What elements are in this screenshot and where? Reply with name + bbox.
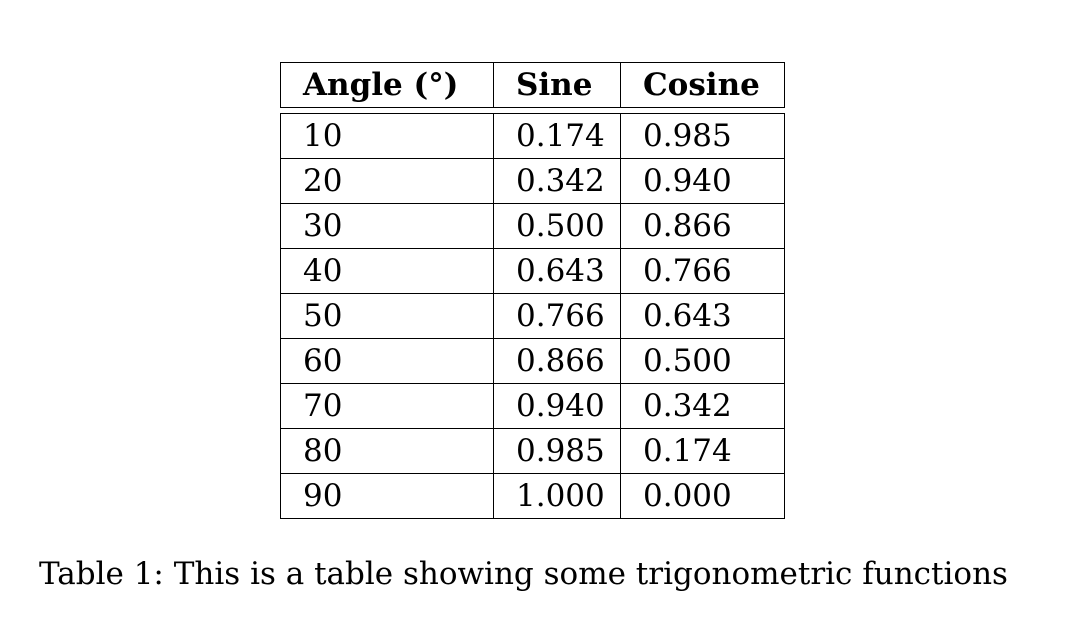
table-row: 70 0.940 0.342	[280, 384, 785, 429]
cell-angle: 20	[280, 159, 493, 204]
cell-sine: 0.940	[493, 384, 620, 429]
cell-angle: 60	[280, 339, 493, 384]
table-row: 40 0.643 0.766	[280, 249, 785, 294]
table-header-row: Angle (°) Sine Cosine	[280, 62, 785, 108]
cell-angle: 40	[280, 249, 493, 294]
cell-cosine: 0.766	[620, 249, 785, 294]
cell-cosine: 0.866	[620, 204, 785, 249]
caption-text: This is a table showing some trigonometr…	[173, 556, 1008, 592]
cell-angle: 30	[280, 204, 493, 249]
trig-table: Angle (°) Sine Cosine 10 0.174 0.985 20 …	[280, 62, 785, 519]
table-row: 50 0.766 0.643	[280, 294, 785, 339]
cell-sine: 0.643	[493, 249, 620, 294]
cell-angle: 50	[280, 294, 493, 339]
cell-sine: 0.866	[493, 339, 620, 384]
table-row: 90 1.000 0.000	[280, 474, 785, 519]
cell-sine: 0.500	[493, 204, 620, 249]
cell-angle: 90	[280, 474, 493, 519]
cell-angle: 10	[280, 113, 493, 159]
cell-sine: 0.342	[493, 159, 620, 204]
table-caption: Table 1: This is a table showing some tr…	[39, 556, 1008, 592]
cell-cosine: 0.000	[620, 474, 785, 519]
cell-sine: 1.000	[493, 474, 620, 519]
cell-cosine: 0.643	[620, 294, 785, 339]
cell-cosine: 0.174	[620, 429, 785, 474]
cell-sine: 0.174	[493, 113, 620, 159]
caption-label: Table 1:	[39, 556, 164, 592]
cell-cosine: 0.940	[620, 159, 785, 204]
table-row: 20 0.342 0.940	[280, 159, 785, 204]
cell-sine: 0.766	[493, 294, 620, 339]
header-angle: Angle (°)	[280, 62, 493, 108]
table-row: 60 0.866 0.500	[280, 339, 785, 384]
table-row: 10 0.174 0.985	[280, 113, 785, 159]
table-row: 80 0.985 0.174	[280, 429, 785, 474]
cell-angle: 80	[280, 429, 493, 474]
table-row: 30 0.500 0.866	[280, 204, 785, 249]
header-sine: Sine	[493, 62, 620, 108]
cell-angle: 70	[280, 384, 493, 429]
cell-cosine: 0.342	[620, 384, 785, 429]
cell-sine: 0.985	[493, 429, 620, 474]
header-cosine: Cosine	[620, 62, 785, 108]
cell-cosine: 0.500	[620, 339, 785, 384]
cell-cosine: 0.985	[620, 113, 785, 159]
